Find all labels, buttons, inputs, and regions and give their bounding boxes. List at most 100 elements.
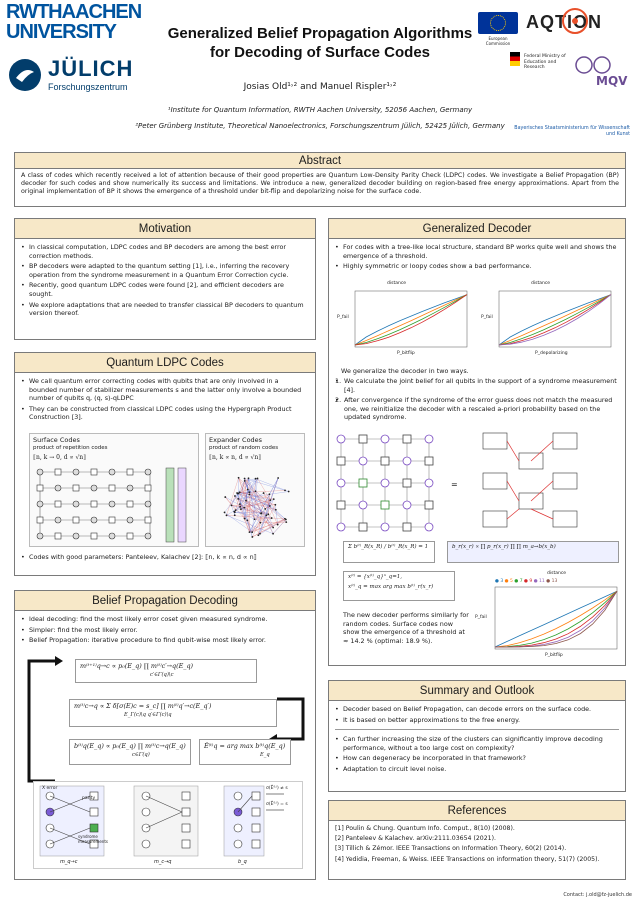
eu-caption: European Commission [485, 36, 511, 46]
expander-code-title: Expander Codes [209, 436, 263, 444]
region-node [482, 472, 508, 490]
graph-node [243, 517, 246, 520]
graph-node [238, 491, 241, 494]
graph-node [248, 491, 251, 494]
generalized-intro: We generalize the decoder in two ways. [341, 367, 469, 375]
lattice-qubit-node [90, 484, 98, 492]
graph-node [269, 499, 272, 502]
aqtion-atom-icon [562, 8, 588, 34]
lattice-check-node [144, 484, 152, 492]
graph-node [239, 508, 242, 511]
bp-equation-4-sub: E_q [260, 752, 270, 758]
check-node [181, 823, 191, 833]
lattice-qubit-node [36, 468, 44, 476]
lattice-qubit-node [144, 532, 152, 540]
check-node [89, 807, 99, 817]
variable-node [45, 807, 55, 817]
list-item: 1.We calculate the joint belief for all … [335, 377, 617, 394]
region-graph-diagram: = [336, 432, 578, 532]
authors: Josias Old¹˒² and Manuel Rispler¹˒² [243, 82, 397, 92]
bp-diagram-label-2: m_c→q [154, 859, 172, 865]
lattice-check-node [126, 468, 134, 476]
list-item: We call quantum error correcting codes w… [21, 377, 307, 403]
lattice-check-node [36, 484, 44, 492]
plot-depolarizing-bp-ylabel: P_fail [481, 315, 493, 320]
bmbf-logo: Federal Ministry of Education and Resear… [510, 52, 570, 98]
surface-code-title: Surface Codes [33, 436, 80, 444]
graph-node [234, 509, 237, 512]
rwth-logo: RWTHAACHEN UNIVERSITY [6, 2, 156, 46]
variable-node [141, 807, 151, 817]
graph-node [251, 536, 254, 538]
region-node [552, 510, 578, 528]
series-line [498, 294, 612, 346]
lattice-check-node [402, 478, 412, 488]
lattice-check-node [36, 516, 44, 524]
gen-equation-d-text: x⁽ᵗ⁾_q = max arg max b⁽ᵗ⁾_r(x_r) [348, 584, 434, 590]
list-item: Adaptation to circuit level noise. [335, 765, 617, 774]
check-node [251, 807, 261, 817]
series-line [354, 294, 468, 346]
lattice-check-node [336, 500, 346, 510]
list-item: Recently, good quantum LDPC codes were f… [21, 281, 307, 298]
bp-diagram-label-3: b_q [238, 859, 247, 865]
plot-generalized-top-label: distance [547, 571, 567, 576]
step-text: After convergence if the syndrome of the… [344, 396, 613, 422]
variable-node [45, 791, 55, 801]
contact-line[interactable]: Contact: j.old@fz-juelich.de [563, 892, 632, 898]
graph-node [234, 495, 236, 497]
list-item: Belief Propagation: iterative procedure … [21, 636, 307, 645]
graph-node [243, 479, 246, 482]
series-line [494, 590, 618, 648]
bp-equation-1-text: m⁽ᵗ⁺¹⁾q→c ∝ p₀(E_q) ∏ m⁽ᵗ⁾c′→q(E_q) [80, 662, 194, 670]
gen-equation-c: x⁽ᵗ⁾ = {x⁽ᵗ⁾_q}ⁿ_q=1, x⁽ᵗ⁾_q = max arg m… [343, 571, 455, 601]
graph-node [246, 519, 249, 522]
variable-node [45, 839, 55, 849]
graph-node [267, 513, 270, 516]
abstract-section: Abstract A class of codes which recently… [14, 152, 626, 207]
lattice-qubit-node [126, 484, 134, 492]
bmbf-caption: Federal Ministry of Education and Resear… [524, 54, 566, 70]
region-node [482, 510, 508, 528]
graph-node [272, 532, 274, 535]
bp-equation-2-text: m⁽ᵗ⁾c→q ∝ Σ δ[σ(E)c = s_c] ∏ m⁽ᵗ⁾q′→c(E_… [74, 702, 212, 710]
plot-bitflip-bp-svg [354, 290, 468, 348]
rwth-logo-line2: UNIVERSITY [6, 21, 117, 43]
motivation-section: Motivation In classical computation, LDP… [14, 218, 316, 340]
lattice-qubit-node [380, 478, 390, 488]
plot-depolarizing-bp-svg [498, 290, 612, 348]
julich-logo-sub: Forschungszentrum [48, 82, 128, 92]
bp-equation-3-sub: c∈Γ(q) [132, 752, 150, 758]
graph-node [243, 506, 246, 509]
gen-equation-b: b_r(x_r) ∝ ∏ p_r(x_r) ∏ ∏ m_a→b(x_b) [447, 541, 619, 563]
lattice-check-node [144, 516, 152, 524]
series-line [354, 294, 468, 346]
german-eagle-icon [510, 52, 520, 66]
lattice-qubit-node [126, 516, 134, 524]
references-heading: References [329, 801, 625, 821]
lattice-qubit-node [144, 468, 152, 476]
graph-node [285, 518, 287, 521]
lattice-qubit-node [36, 532, 44, 540]
graph-node [251, 531, 254, 534]
lattice-check-node [402, 522, 412, 532]
bp-diagram-x-error-label: X error [42, 786, 58, 791]
list-item: It is based on better approximations to … [335, 716, 617, 725]
julich-logo: JÜLICH Forschungszentrum [8, 56, 158, 100]
svg-text:=: = [451, 480, 458, 489]
series-line [495, 590, 618, 648]
surface-code-subtitle: product of repetition codes [33, 445, 108, 451]
lattice-qubit-node [72, 532, 80, 540]
graph-node [277, 477, 280, 479]
bp-diagram-check-2: σ(Ê⁽ᵗ⁾) = s [266, 802, 288, 807]
list-item: Ideal decoding: find the most likely err… [21, 615, 307, 624]
list-item: Highly symmetric or loopy codes show a b… [335, 262, 617, 271]
graph-node [259, 521, 262, 524]
plot-generalized-xlabel: P_bitflip [545, 653, 563, 658]
julich-emblem-icon [9, 59, 41, 91]
lattice-check-node [54, 500, 62, 508]
graph-node [238, 503, 241, 506]
lattice-qubit-node [54, 484, 62, 492]
bp-equation-4-text: Ê⁽ᵗ⁾q = arg max b⁽ᵗ⁾q(E_q) [204, 742, 286, 750]
lattice-qubit-node [36, 500, 44, 508]
